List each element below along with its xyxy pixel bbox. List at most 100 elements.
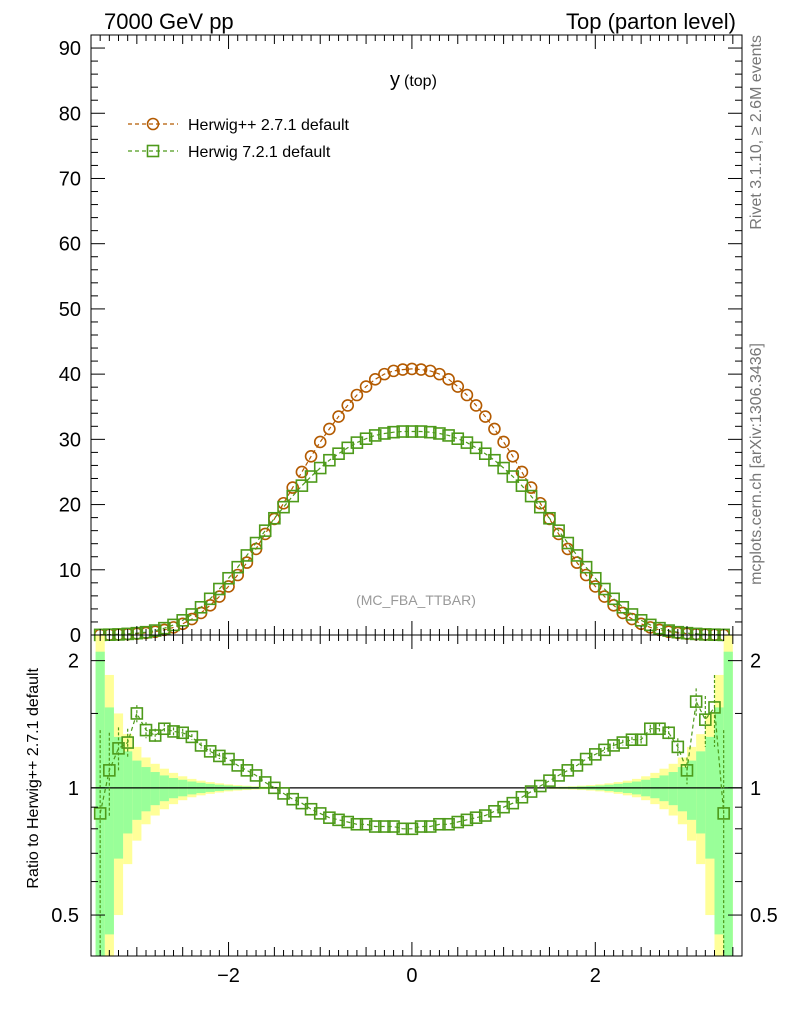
ratio-y-tick-label: 0.5: [51, 905, 79, 927]
data-point-circle: [442, 373, 455, 386]
ratio-data-point-square: [469, 811, 483, 824]
data-point-square: [268, 511, 281, 525]
data-point-circle: [488, 422, 501, 436]
green-band-right: [686, 760, 697, 820]
data-point-square: [313, 461, 327, 475]
data-point-circle: [506, 450, 520, 463]
data-point-circle: [396, 363, 410, 376]
ratio-data-point-square: [423, 820, 437, 833]
main-y-tick-label: 20: [59, 495, 81, 517]
data-point-square: [213, 582, 226, 596]
data-point-square: [588, 571, 602, 585]
data-point-square: [350, 436, 364, 449]
data-point-circle: [414, 363, 428, 376]
data-point-square: [368, 429, 382, 442]
data-point-square: [451, 432, 465, 445]
ratio-data-point-square: [662, 726, 675, 740]
legend-marker-circle-icon: [146, 117, 160, 131]
data-point-square: [323, 453, 336, 467]
chart-title-sub: (top): [404, 73, 437, 90]
data-point-circle: [213, 590, 226, 603]
data-point-circle: [240, 556, 254, 569]
main-y-tick-label: 60: [59, 234, 81, 256]
data-point-circle: [304, 450, 318, 463]
data-point-square: [561, 536, 575, 550]
ratio-data-point-square: [653, 722, 666, 736]
ratio-data-point-square: [176, 726, 189, 740]
x-tick-label: 0: [406, 965, 417, 987]
ratio-data-point-square: [497, 800, 510, 814]
x-tick-label: −2: [217, 965, 240, 987]
green-band-left: [141, 767, 151, 812]
ratio-data-point-square: [213, 749, 226, 763]
data-point-square: [295, 479, 309, 492]
ratio-data-point-square: [433, 817, 446, 831]
data-point-circle: [588, 580, 602, 593]
data-point-square: [277, 500, 290, 514]
data-point-square: [433, 427, 446, 440]
ratio-data-point-square: [570, 759, 584, 772]
green-band-left: [132, 760, 142, 820]
data-point-square: [185, 608, 199, 621]
data-point-circle: [368, 373, 382, 386]
ratio-data-point-square: [93, 807, 107, 820]
green-band-right: [677, 767, 687, 812]
green-band-left: [150, 772, 160, 806]
main-y-tick-label: 40: [59, 364, 81, 386]
data-point-circle: [323, 422, 336, 436]
data-point-square: [258, 524, 272, 537]
ratio-data-point-square: [414, 820, 428, 833]
data-point-square: [286, 489, 300, 503]
ratio-data-point-square: [717, 807, 730, 820]
data-point-square: [488, 453, 501, 467]
legend-entry-herwig-pp: Herwig++ 2.7.1 default: [128, 117, 350, 134]
ratio-data-point-square: [167, 725, 180, 738]
ratio-data-point-square: [341, 815, 355, 829]
main-y-tick-label: 90: [59, 38, 81, 60]
ratio-x-axis: −2 0 2: [90, 635, 743, 987]
main-y-axis: 0 10 20 30 40 50 60 70 80 90: [59, 34, 742, 647]
main-panel: 0 10 20 30 40 50 60 70 80 90 y (top) (MC_FBA_TTBA…: [59, 34, 743, 647]
ratio-y-label: Ratio to Herwig++ 2.7.1 default: [25, 667, 42, 888]
legend-label-herwig-pp: Herwig++ 2.7.1 default: [188, 117, 350, 134]
data-point-square: [478, 447, 492, 460]
ratio-data-point-square: [185, 730, 199, 744]
data-point-circle: [359, 380, 373, 393]
data-point-circle: [451, 380, 465, 393]
ratio-data-point-square: [680, 764, 694, 777]
data-point-circle: [286, 481, 300, 494]
ratio-data-point-square: [451, 815, 465, 829]
green-band-left: [123, 751, 133, 834]
ratio-data-point-square: [304, 802, 318, 816]
ratio-y-tick-label: 2: [68, 651, 79, 673]
data-point-circle: [332, 410, 345, 423]
ratio-data-point-square: [478, 809, 492, 822]
main-y-tick-label: 80: [59, 103, 81, 125]
data-point-square: [524, 489, 538, 503]
ratio-data-point-square: [708, 701, 721, 714]
legend-marker-square-icon: [146, 144, 160, 158]
ratio-data-point-square: [368, 820, 382, 833]
main-y-tick-label: 50: [59, 299, 81, 321]
data-point-square: [240, 549, 254, 562]
analysis-tag: (MC_FBA_TTBAR): [356, 592, 476, 608]
ratio-data-point-square: [607, 739, 620, 752]
green-band-right: [723, 651, 733, 956]
data-point-square: [405, 425, 419, 438]
ratio-frame: [90, 634, 743, 957]
data-point-square: [359, 432, 373, 445]
ratio-data-point-square: [323, 811, 336, 824]
main-y-tick-label: 0: [70, 625, 81, 647]
main-y-tick-label: 10: [59, 560, 81, 582]
ratio-y-tick-label-right: 2: [750, 651, 761, 673]
ratio-data-point-square: [121, 736, 134, 749]
data-point-circle: [497, 435, 510, 449]
data-point-square: [543, 511, 556, 525]
ratio-data-point-square: [130, 707, 144, 720]
ratio-data-point-square: [222, 752, 235, 766]
ratio-plot-content: [91, 674, 742, 956]
ratio-data-point-square: [359, 817, 373, 831]
ratio-data-point-square: [332, 813, 345, 827]
green-band-right: [705, 736, 715, 859]
data-point-square: [515, 479, 529, 492]
